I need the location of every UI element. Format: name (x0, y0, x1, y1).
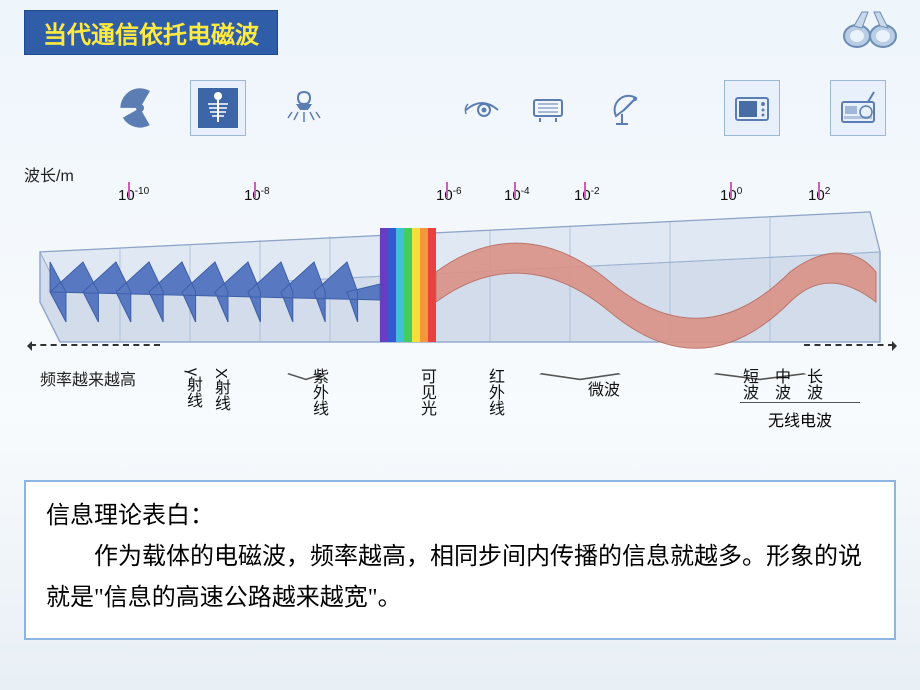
wavelength-axis: 波长/m 10-1010-810-610-410-2100102 (20, 162, 890, 186)
band-label-uv: 紫外线 (306, 368, 330, 416)
uv-lamp-icon (276, 80, 332, 136)
band-label-gamma: γ射线 (180, 368, 204, 408)
radiation-icon (112, 80, 168, 136)
axis-label: 波长/m (24, 162, 74, 186)
band-label-ir: 红外线 (482, 368, 506, 416)
band-label-long: 长波 (800, 368, 824, 400)
satellite-dish-icon (598, 80, 654, 136)
arrow-right (804, 344, 894, 346)
title-banner: 当代通信依托电磁波 (24, 10, 278, 55)
brace-icon: ﹀ (710, 367, 810, 396)
spectrum-prism (30, 192, 890, 352)
band-label-short: 短波 (736, 368, 760, 400)
icons-row (70, 80, 890, 150)
textbox-body: 作为载体的电磁波，频率越高，相同步间内传播的信息就越多。形象的说就是"信息的高速… (46, 537, 874, 619)
binoculars-icon (840, 6, 900, 50)
heater-icon (520, 80, 576, 136)
arrow-left (30, 344, 160, 346)
em-spectrum-diagram: 波长/m 10-1010-810-610-410-2100102 频率越来越高 … (20, 80, 900, 450)
info-textbox: 信息理论表白： 作为载体的电磁波，频率越高，相同步间内传播的信息就越多。形象的说… (24, 480, 896, 640)
textbox-heading: 信息理论表白： (46, 496, 874, 537)
band-label-mid: 中波 (768, 368, 792, 400)
eye-icon (454, 80, 510, 136)
band-label-micro: 微波 (588, 376, 620, 400)
microwave-icon (724, 80, 780, 136)
band-label-visible: 可见光 (414, 368, 438, 416)
radio-icon (830, 80, 886, 136)
xray-body-icon (190, 80, 246, 136)
band-label-xray: X射线 (208, 368, 232, 411)
radio-group-label: 无线电波 (740, 402, 860, 431)
